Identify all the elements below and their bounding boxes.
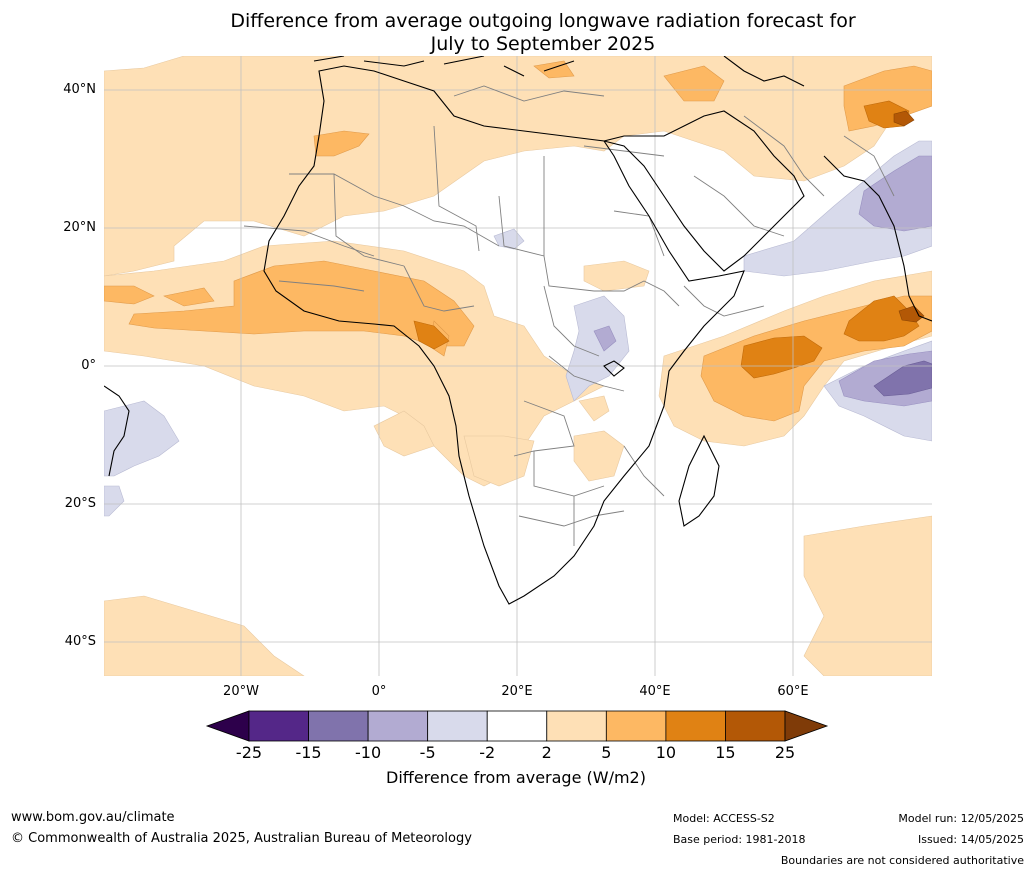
- lon-label-40e: 40°E: [639, 684, 671, 699]
- colorbar-tick-label: 2: [541, 743, 552, 762]
- lat-label-20s: 20°S: [64, 496, 96, 511]
- footer-website: www.bom.gov.au/climate: [11, 810, 175, 825]
- colorbar-tick-label: -25: [235, 743, 263, 762]
- colorbar-tick-label: 25: [774, 743, 796, 762]
- lon-label-20e: 20°E: [501, 684, 533, 699]
- colorbar-tick-label: -15: [295, 743, 322, 762]
- lat-label-0: 0°: [81, 358, 96, 373]
- colorbar-tick-label: -10: [355, 743, 382, 762]
- colorbar-segment: [725, 710, 786, 742]
- title-line-1: Difference from average outgoing longwav…: [230, 10, 856, 32]
- olr-anomaly-map: [104, 56, 932, 676]
- colorbar-tick-label: -2: [479, 743, 496, 762]
- anomaly-negative-10-15: [873, 360, 932, 397]
- colorbar-tick-label: 15: [715, 743, 736, 762]
- colorbar-segment: [546, 710, 607, 742]
- colorbar-segment: [605, 710, 667, 742]
- lat-label-40s: 40°S: [64, 634, 96, 649]
- footer-model-run: Model run: 12/05/2025: [898, 812, 1024, 825]
- colorbar-segment: [665, 710, 726, 742]
- footer-issued: Issued: 14/05/2025: [917, 833, 1024, 846]
- colorbar-tick-label: 10: [655, 743, 677, 762]
- lon-label-0: 0°: [371, 684, 387, 699]
- colorbar-segment: [367, 710, 429, 742]
- colorbar-segment: [486, 710, 548, 742]
- chart-title: Difference from average outgoing longwav…: [0, 10, 1035, 56]
- lon-label-60e: 60°E: [777, 684, 809, 699]
- colorbar-extend-high: [784, 710, 829, 742]
- footer-base-period: Base period: 1981-2018: [673, 833, 806, 846]
- lat-label-20n: 20°N: [63, 220, 96, 235]
- colorbar: [205, 710, 829, 742]
- coastline: [104, 56, 932, 605]
- footer-copyright: © Commonwealth of Australia 2025, Austra…: [11, 831, 472, 846]
- colorbar-extend-low: [205, 710, 250, 742]
- colorbar-tick-label: 5: [601, 743, 612, 762]
- lon-label-20w: 20°W: [223, 684, 259, 699]
- country-borders: [243, 85, 895, 546]
- colorbar-label: Difference from average (W/m2): [386, 768, 646, 787]
- colorbar-segment: [248, 710, 309, 742]
- footer-disclaimer: Boundaries are not considered authoritat…: [780, 854, 1024, 867]
- lat-label-40n: 40°N: [63, 82, 96, 97]
- colorbar-segment: [427, 710, 488, 742]
- anomaly-positive-2-5: [104, 56, 932, 676]
- colorbar-segment: [308, 710, 369, 742]
- anomaly-positive-15-25: [893, 110, 925, 323]
- footer-model: Model: ACCESS-S2: [673, 812, 775, 825]
- colorbar-tick-label: -5: [419, 743, 436, 762]
- title-line-2: July to September 2025: [430, 33, 656, 55]
